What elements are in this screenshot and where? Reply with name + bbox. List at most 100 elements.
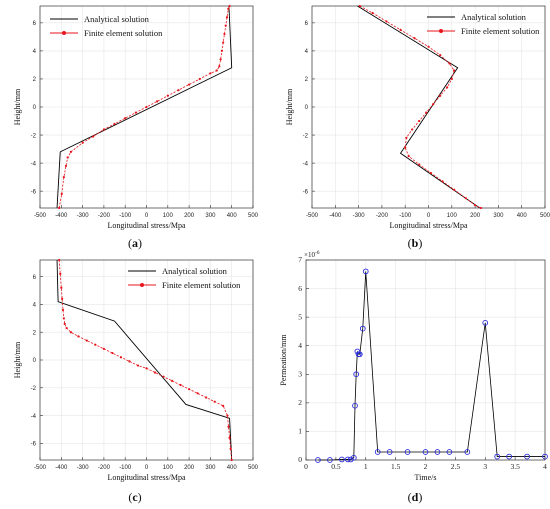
panel-label: (c): [128, 490, 141, 504]
x-tick-label: -100: [399, 213, 412, 219]
data-point: [222, 41, 225, 44]
data-point: [405, 136, 408, 139]
y-tick-label: 0: [33, 105, 37, 111]
data-point: [65, 326, 68, 330]
data-point: [215, 69, 218, 72]
x-tick-label: -200: [98, 213, 111, 219]
data-point: [177, 89, 180, 92]
chart-d: 0 0.5 1 1.5 2 2.5 3 3.5 4 0 1 2 3 4 5 6 7 Time/s Permeatio…: [279, 250, 548, 504]
x-tick-label: 200: [470, 213, 481, 219]
x-tick-label: -500: [34, 465, 47, 471]
data-point: [61, 297, 64, 300]
data-point: [350, 454, 357, 461]
data-point: [113, 122, 116, 125]
data-point: [371, 11, 374, 15]
data-point: [128, 360, 131, 363]
legend-marker: [439, 29, 443, 33]
x-tick-label: -300: [77, 213, 90, 219]
data-point: [69, 331, 72, 334]
data-point: [62, 176, 65, 179]
data-point: [229, 447, 232, 450]
y-tick-label: 5: [298, 312, 302, 321]
y-tick-label: 0: [305, 105, 309, 111]
legend: Analytical solution Finite element soluti…: [50, 14, 163, 38]
data-point: [422, 449, 429, 455]
x-tick-label: -300: [353, 213, 366, 219]
x-axis-label: Longitudinal stress/Mpa: [108, 221, 186, 230]
x-tick-label: 4: [543, 462, 547, 471]
y-tick-label: -6: [31, 189, 37, 195]
legend-marker: [62, 31, 66, 35]
x-tick-label: -300: [77, 465, 90, 471]
series-analytical-solution: [357, 5, 481, 209]
data-point: [404, 146, 407, 149]
data-point: [170, 379, 174, 382]
data-point: [111, 351, 114, 355]
series-analytical-solution: [56, 5, 233, 209]
x-axis-label: Longitudinal stress/Mpa: [108, 473, 186, 482]
legend-label: Analytical solution: [84, 14, 150, 24]
y-tick-label: 4: [298, 341, 302, 350]
data-point: [353, 371, 360, 378]
data-point: [407, 154, 410, 158]
data-point: [425, 111, 428, 114]
y-tick-label: 3: [298, 369, 302, 378]
y-tick-label: -4: [31, 414, 37, 420]
x-tick-label: -500: [34, 213, 47, 219]
x-tick-label: 0: [304, 462, 308, 471]
data-point: [81, 141, 84, 144]
series-line: [56, 259, 233, 461]
data-point: [227, 7, 230, 10]
data-point: [418, 163, 421, 166]
data-point: [136, 364, 140, 367]
data-point: [66, 156, 69, 159]
data-point: [524, 453, 530, 460]
series-finite-element-solution: [58, 258, 233, 462]
data-point: [474, 204, 477, 207]
data-point: [92, 135, 95, 138]
legend-label: Analytical solution: [461, 12, 527, 22]
series-analytical-solution: [56, 259, 233, 461]
y-axis-label: Permeation/mm: [279, 334, 288, 386]
data-point: [60, 286, 63, 289]
series-line: [357, 5, 481, 209]
y-exponent-label: ×10-6: [304, 250, 320, 259]
data-point: [453, 188, 456, 191]
data-point: [362, 268, 369, 275]
y-tick-label: 1: [298, 427, 302, 436]
data-point: [85, 339, 88, 342]
data-point: [77, 335, 80, 338]
panel-label: (d): [408, 490, 423, 504]
x-tick-label: 3: [483, 462, 487, 471]
data-point: [450, 77, 453, 81]
y-axis-label: Height/mm: [285, 88, 294, 125]
data-point: [446, 86, 449, 89]
data-point: [58, 206, 61, 210]
legend: Analytical solution Finite element soluti…: [427, 12, 540, 36]
y-tick-label: 0: [298, 455, 302, 464]
data-point: [315, 457, 321, 463]
data-point: [209, 72, 212, 75]
x-tick-label: 400: [227, 465, 238, 471]
x-tick-label: 300: [205, 465, 216, 471]
y-tick-label: -4: [303, 161, 309, 167]
series-line: [359, 5, 482, 209]
data-point: [453, 69, 456, 72]
data-point: [413, 37, 416, 40]
data-point: [352, 402, 358, 409]
y-tick-label: 6: [33, 275, 37, 281]
data-point: [448, 62, 451, 65]
data-point: [59, 272, 62, 275]
data-point: [479, 206, 483, 210]
x-tick-label: -400: [55, 213, 68, 219]
data-point: [69, 150, 72, 153]
x-tick-label: -100: [119, 213, 132, 219]
series-line: [317, 271, 545, 461]
y-axis-label: Height/mm: [13, 341, 22, 378]
data-point: [156, 100, 159, 103]
data-point: [58, 258, 61, 262]
x-tick-label: 200: [184, 465, 195, 471]
data-point: [228, 4, 231, 8]
x-tick-label: 400: [227, 213, 238, 219]
legend-marker: [140, 283, 144, 287]
